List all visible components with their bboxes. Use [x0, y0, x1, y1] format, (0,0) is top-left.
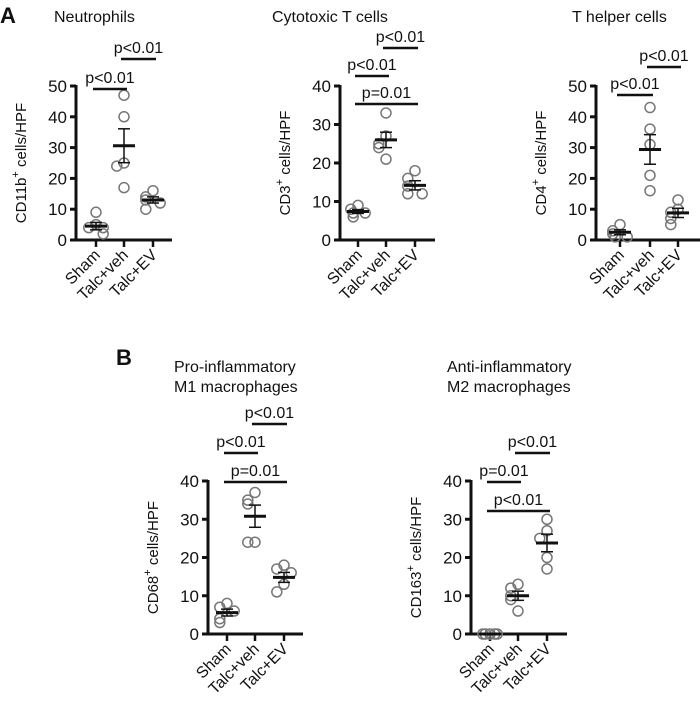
data-point — [271, 586, 283, 598]
data-point — [249, 486, 261, 499]
chart-title: Neutrophils — [54, 9, 135, 26]
p-value-label: p<0.01 — [639, 48, 688, 65]
data-point — [118, 181, 130, 194]
p-value-label: p<0.01 — [508, 434, 557, 451]
y-tick-label: 0 — [453, 625, 462, 644]
p-value-label: p<0.01 — [245, 405, 294, 422]
data-point — [416, 188, 428, 200]
y-tick-label: 30 — [443, 510, 462, 529]
p-value-label: p=0.01 — [362, 85, 411, 102]
y-tick-label: 20 — [312, 154, 331, 173]
data-point — [214, 616, 226, 629]
data-point — [380, 107, 392, 119]
data-point — [242, 494, 254, 506]
data-point — [118, 89, 130, 101]
y-tick-label: 30 — [48, 139, 67, 158]
y-tick-label: 0 — [190, 625, 199, 644]
data-point — [541, 563, 553, 575]
data-point — [271, 563, 283, 575]
chart-title: Anti-inflammatory — [447, 359, 571, 376]
y-tick-label: 20 — [48, 169, 67, 188]
p-value-label: p<0.01 — [610, 76, 659, 93]
data-point — [97, 228, 109, 240]
data-point — [242, 498, 254, 510]
panel-label-a: A — [0, 3, 16, 28]
data-point — [140, 203, 152, 215]
data-point — [402, 172, 414, 185]
y-tick-label: 40 — [48, 108, 67, 127]
y-tick-label: 20 — [568, 169, 587, 188]
y-tick-label: 30 — [180, 510, 199, 529]
data-point — [118, 111, 130, 123]
p-value-label: p<0.01 — [494, 492, 543, 509]
data-point — [147, 184, 159, 197]
chart-title: T helper cells — [572, 9, 667, 26]
y-tick-label: 10 — [48, 200, 67, 219]
data-point — [409, 164, 421, 177]
data-point — [541, 513, 553, 525]
p-value-label: p=0.01 — [479, 463, 528, 480]
chart-title: Pro-inflammatory — [174, 359, 296, 376]
y-tick-label: 40 — [180, 472, 199, 491]
data-point — [97, 221, 109, 234]
data-point — [512, 605, 524, 617]
chart-m1-macrophages: Pro-inflammatory M1 macrophages 0 10 20 30 40 C… — [142, 359, 303, 698]
data-point — [402, 188, 414, 200]
y-tick-label: 10 — [568, 200, 587, 219]
chart-cytotoxic-t-cells: Cytotoxic T cells 0 10 20 30 40 CD3+ cells/HPF… — [272, 9, 435, 304]
p-value-label: p<0.01 — [85, 70, 134, 87]
data-point — [90, 206, 102, 219]
y-tick-label: 40 — [443, 472, 462, 491]
data-point — [607, 225, 619, 237]
y-tick-label: 10 — [443, 587, 462, 606]
data-point — [249, 536, 261, 548]
chart-title: Cytotoxic T cells — [272, 9, 388, 26]
y-axis-label: CD4+ cells/HPF — [530, 111, 550, 216]
p-value-label: p<0.01 — [216, 434, 265, 451]
y-tick-label: 30 — [312, 116, 331, 135]
y-tick-label: 0 — [322, 231, 331, 250]
data-point — [541, 551, 553, 564]
y-tick-label: 20 — [180, 549, 199, 568]
p-value-label: p<0.01 — [347, 57, 396, 74]
data-point — [242, 536, 254, 548]
y-tick-label: 50 — [568, 77, 587, 96]
y-tick-label: 20 — [443, 549, 462, 568]
y-tick-label: 30 — [568, 139, 587, 158]
y-axis-label: CD163+ cells/HPF — [405, 497, 425, 618]
data-point — [672, 194, 684, 206]
data-point — [644, 169, 656, 182]
data-point — [505, 582, 517, 594]
p-value-label: p<0.01 — [114, 40, 163, 57]
y-tick-label: 0 — [578, 231, 587, 250]
chart-title-line2: M2 macrophages — [447, 379, 571, 396]
y-tick-label: 10 — [312, 193, 331, 212]
data-point — [644, 101, 656, 114]
data-point — [228, 605, 240, 617]
panel-label-b: B — [116, 345, 132, 370]
y-tick-label: 0 — [58, 231, 67, 250]
data-point — [644, 184, 656, 197]
data-point — [83, 221, 95, 234]
y-axis-label: CD3+ cells/HPF — [274, 111, 294, 216]
y-tick-label: 40 — [312, 77, 331, 96]
chart-m2-macrophages: Anti-inflammatory M2 macrophages 0 10 20 30 40… — [405, 359, 571, 698]
data-point — [665, 218, 677, 231]
data-point — [644, 123, 656, 135]
y-tick-label: 50 — [48, 77, 67, 96]
data-point — [380, 153, 392, 165]
y-tick-label: 10 — [180, 587, 199, 606]
p-value-label: p<0.01 — [376, 29, 425, 46]
y-tick-label: 40 — [568, 108, 587, 127]
y-axis-label: CD68+ cells/HPF — [142, 501, 162, 614]
data-point — [111, 160, 123, 172]
data-point — [607, 228, 619, 240]
p-value-label: p=0.01 — [231, 463, 280, 480]
y-axis-label: CD11b+ cells/HPF — [10, 103, 30, 223]
chart-title-line2: M1 macrophages — [174, 379, 298, 396]
